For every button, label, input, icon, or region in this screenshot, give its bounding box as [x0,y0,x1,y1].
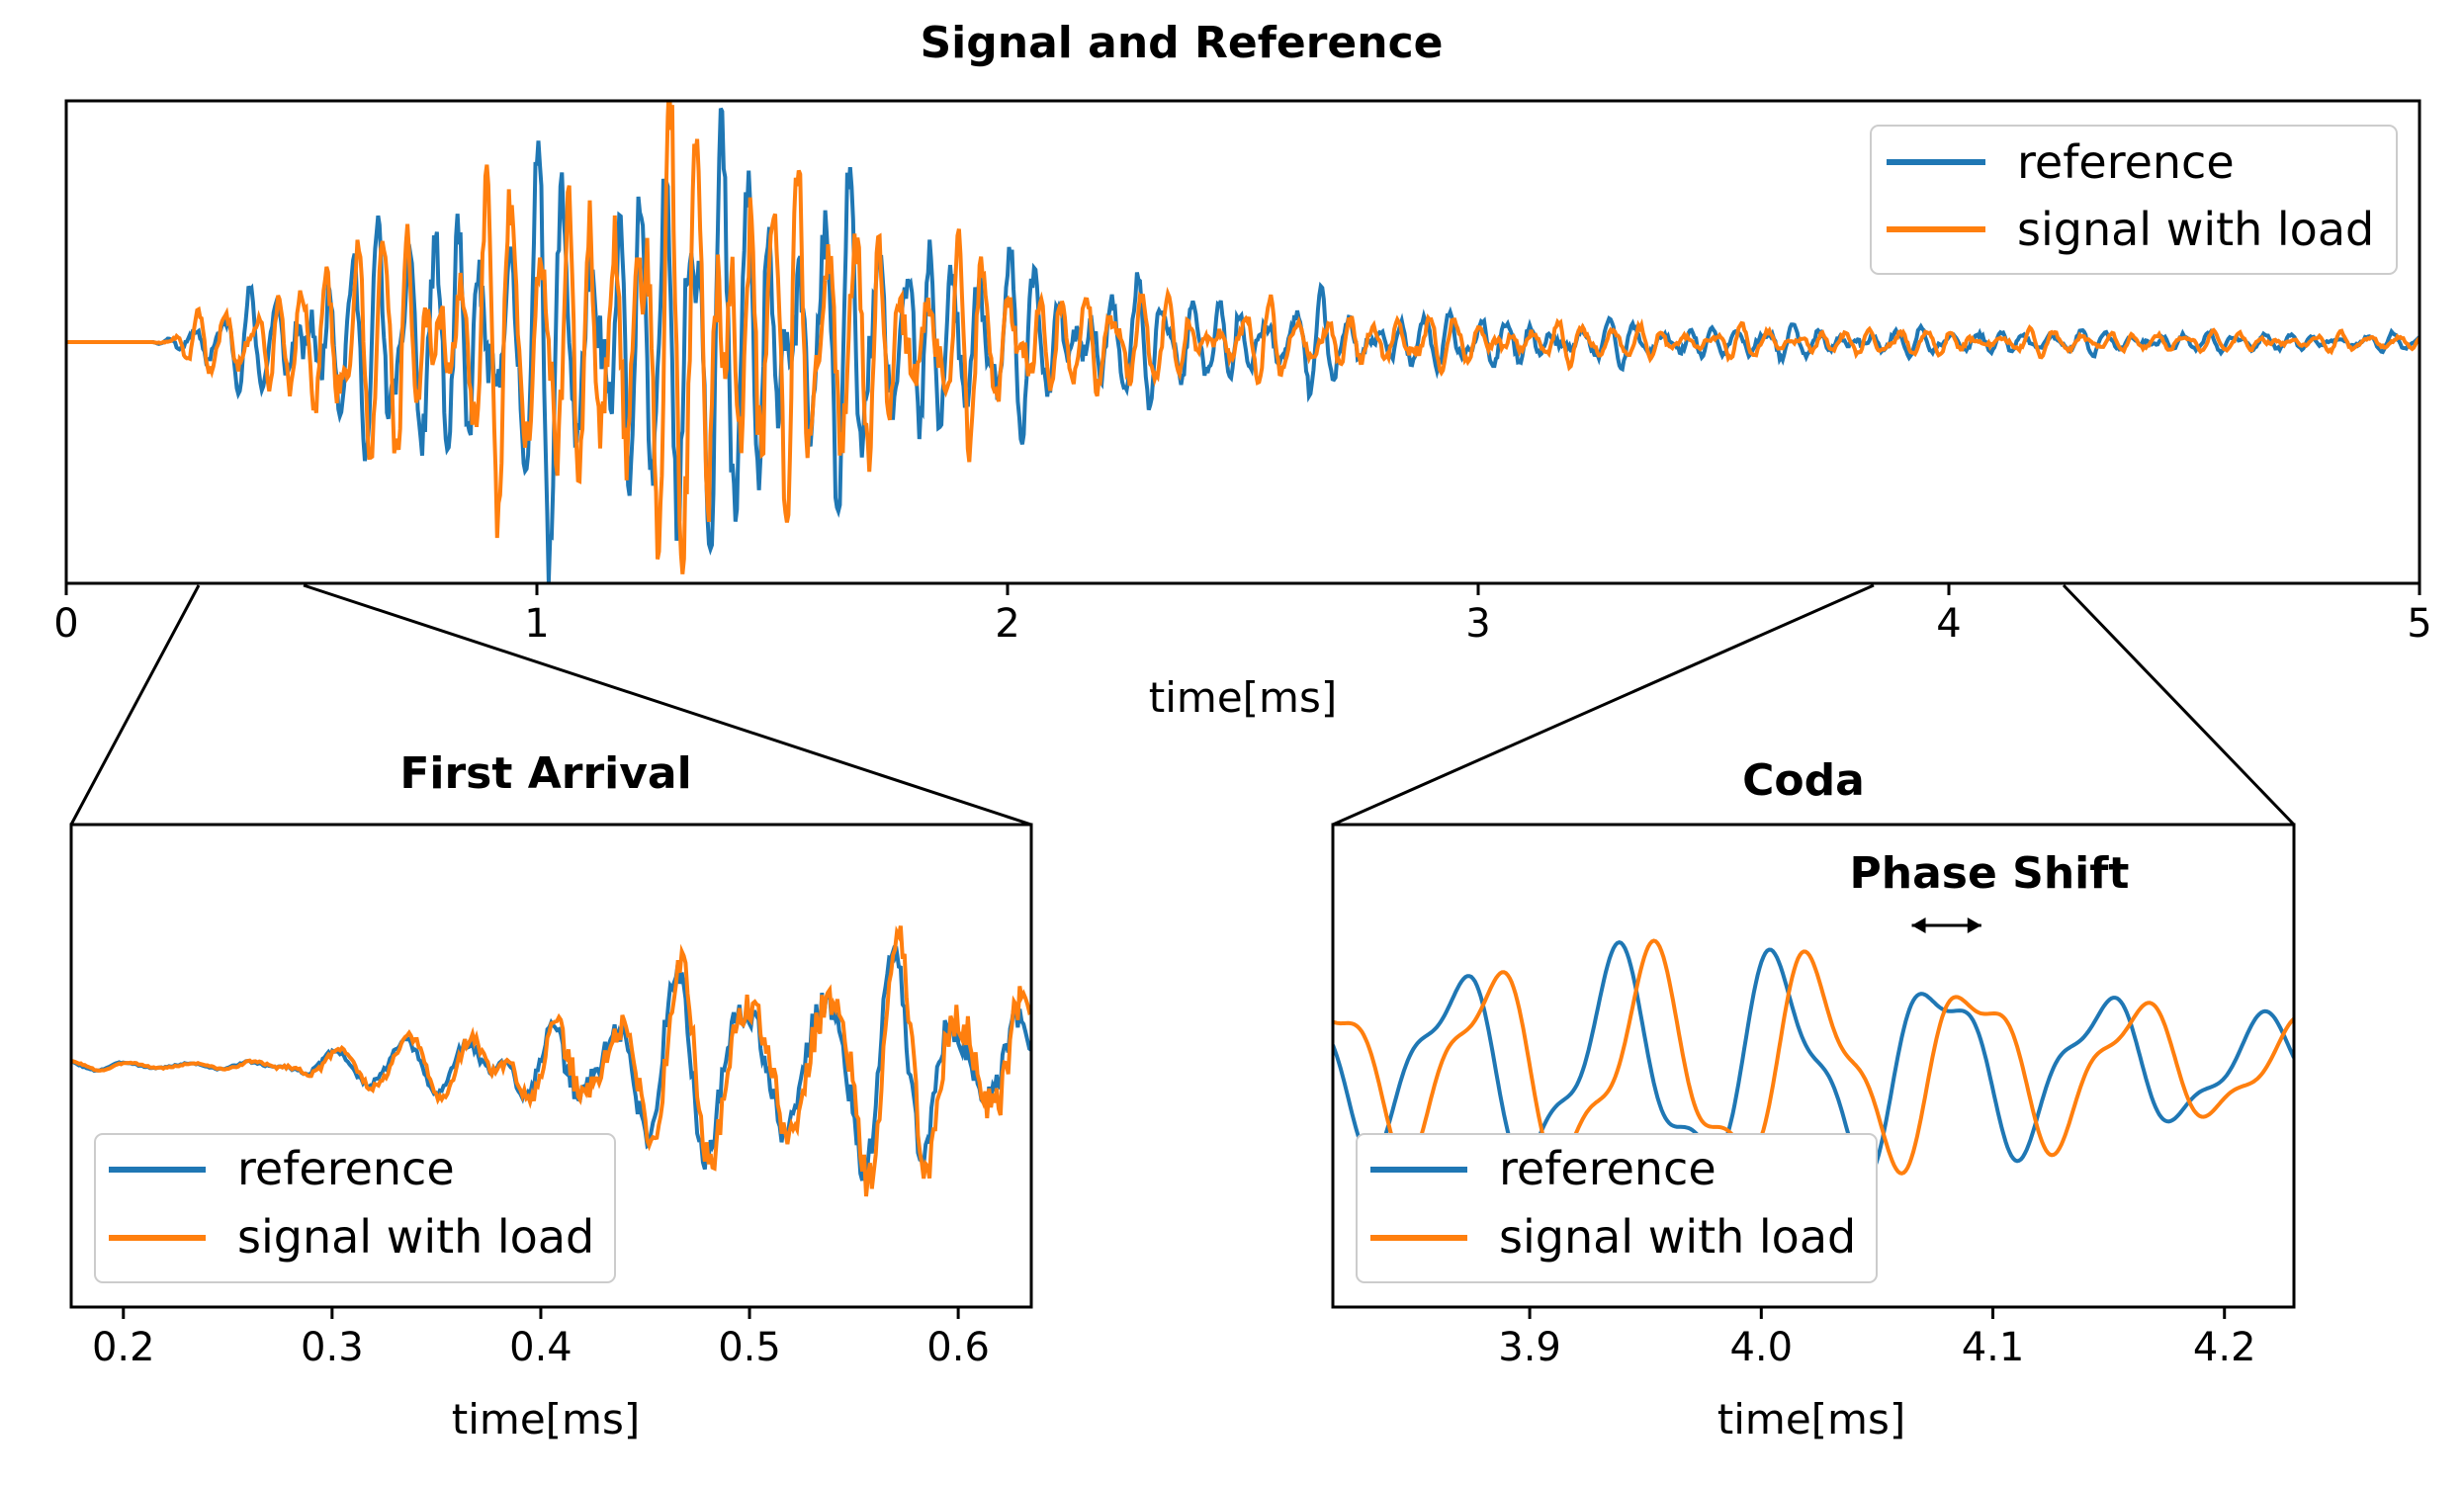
xtick-label: 0.4 [509,1325,572,1370]
coda-xticks: 3.9 4.0 4.1 4.2 [1498,1307,2256,1370]
legend-label-signal: signal with load [2017,203,2374,256]
legend-box [1356,1133,1878,1283]
coda-frame [1331,823,2296,1309]
first-arrival-xticks: 0.2 0.3 0.4 0.5 0.6 [92,1307,990,1370]
coda-xlabel: time[ms] [1717,1395,1905,1443]
xtick-label: 5 [2407,601,2431,647]
xtick-label: 4 [1936,601,1961,647]
xtick-label: 3.9 [1498,1325,1561,1370]
xtick-label: 1 [524,601,549,647]
xtick-label: 0.6 [926,1325,990,1370]
legend-label-reference: reference [237,1142,455,1195]
main-chart-frame [64,99,2421,585]
phase-shift-arrow [1911,918,1981,933]
legend-box [1870,125,2398,275]
coda-legend: reference signal with load [1356,1133,1878,1283]
coda-title: Coda [1742,755,1865,806]
coda-lines [1333,938,2294,1180]
connector-first-left [69,584,201,826]
first-arrival-legend: reference signal with load [94,1133,616,1283]
legend-box [94,1133,616,1283]
main-chart-xlabel: time[ms] [1149,673,1337,722]
series-line-reference [1333,939,2294,1180]
first-arrival-xlabel: time[ms] [452,1395,640,1443]
connector-coda-left [1332,583,1875,827]
main-chart-xticks: 0 1 2 3 4 5 [53,583,2432,647]
phase-arrow-head-right [1967,918,1981,933]
zoom-connectors [69,583,2296,827]
first-arrival-frame [69,823,1033,1309]
series-line-signal-with-load [66,101,2420,574]
main-chart-legend: reference signal with load [1870,125,2398,275]
legend-label-signal: signal with load [237,1210,594,1264]
xtick-label: 0.2 [92,1325,155,1370]
xtick-label: 0 [53,601,78,647]
phase-arrow-head-left [1911,918,1926,933]
legend-label-reference: reference [1499,1142,1716,1195]
connector-coda-right [2062,583,2296,827]
legend-label-signal: signal with load [1499,1210,1856,1264]
xtick-label: 4.1 [1962,1325,2025,1370]
phase-shift-annotation: Phase Shift [1850,848,2130,899]
xtick-label: 2 [995,601,1019,647]
first-arrival-title: First Arrival [399,748,691,799]
series-line-signal-with-load [71,924,1031,1197]
xtick-label: 4.0 [1729,1325,1793,1370]
xtick-label: 0.3 [301,1325,364,1370]
connector-first-right [303,583,1032,827]
main-chart: Signal and Reference 0 1 2 3 4 5 time[ms] ref… [53,18,2431,722]
first-arrival-lines [71,924,1031,1197]
main-chart-lines [66,101,2420,583]
legend-label-reference: reference [2017,135,2235,189]
xtick-label: 0.5 [718,1325,781,1370]
first-arrival-chart: First Arrival 0.2 0.3 0.4 0.5 0.6 time[ms] r… [69,748,1033,1443]
series-line-signal-with-load [1333,938,2294,1176]
coda-chart: Coda Phase Shift 3.9 4.0 4.1 4.2 time[ms] r… [1331,755,2296,1443]
xtick-label: 3 [1465,601,1490,647]
main-chart-title: Signal and Reference [920,18,1443,68]
xtick-label: 4.2 [2193,1325,2256,1370]
